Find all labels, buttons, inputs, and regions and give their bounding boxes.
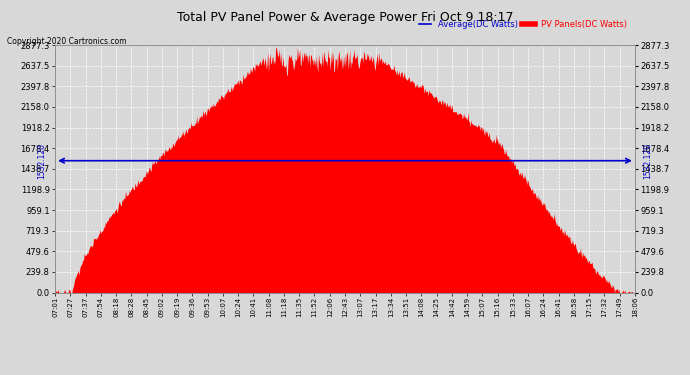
Text: 1532.120: 1532.120: [644, 143, 653, 179]
Text: Total PV Panel Power & Average Power Fri Oct 9 18:17: Total PV Panel Power & Average Power Fri…: [177, 11, 513, 24]
Text: 1532.120: 1532.120: [37, 143, 46, 179]
Text: Copyright 2020 Cartronics.com: Copyright 2020 Cartronics.com: [7, 38, 126, 46]
Legend: Average(DC Watts), PV Panels(DC Watts): Average(DC Watts), PV Panels(DC Watts): [415, 17, 631, 33]
